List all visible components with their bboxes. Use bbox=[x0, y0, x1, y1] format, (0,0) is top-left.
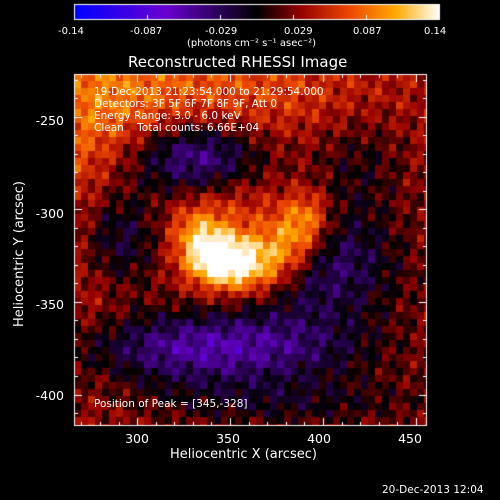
colorbar-tick-label: 0.029 bbox=[284, 26, 313, 37]
x-axis-label: Heliocentric X (arcsec) bbox=[170, 447, 317, 462]
y-tick-label: -400 bbox=[35, 388, 64, 403]
colorbar-tick-label: 0.087 bbox=[353, 26, 382, 37]
colorbar-units: (photons cm⁻² s⁻¹ asec⁻²) bbox=[187, 38, 317, 49]
colorbar-tick-label: -0.14 bbox=[58, 26, 84, 37]
y-tick-label: -300 bbox=[35, 206, 64, 221]
x-tick-label: 300 bbox=[125, 431, 149, 446]
y-tick-label: -250 bbox=[35, 113, 64, 128]
plot-title: Reconstructed RHESSI Image bbox=[128, 53, 348, 71]
info-block: 19-Dec-2013 21:23:54.000 to 21:29:54.000… bbox=[94, 86, 324, 134]
energy-range-text: Energy Range: 3.0 - 6.0 keV bbox=[94, 110, 241, 122]
detectors-text: Detectors: 3F 5F 6F 7F 8F 9F, Att 0 bbox=[94, 98, 278, 110]
plot-timestamp: 20-Dec-2013 12:04 bbox=[382, 484, 484, 496]
clean-counts-text: Clean Total counts: 6.66E+04 bbox=[94, 122, 260, 134]
y-axis-label: Heliocentric Y (arcsec) bbox=[12, 181, 27, 327]
x-tick-label: 350 bbox=[216, 431, 240, 446]
time-range-text: 19-Dec-2013 21:23:54.000 to 21:29:54.000 bbox=[94, 86, 324, 98]
x-tick-label: 400 bbox=[307, 431, 331, 446]
colorbar-tick-label: -0.087 bbox=[130, 26, 163, 37]
colorbar-tick-label: -0.029 bbox=[205, 26, 238, 37]
peak-position-text: Position of Peak = [345,-328] bbox=[94, 398, 248, 410]
colorbar-tick-label: 0.14 bbox=[424, 26, 447, 37]
y-tick-label: -350 bbox=[35, 297, 64, 312]
x-tick-label: 450 bbox=[398, 431, 422, 446]
